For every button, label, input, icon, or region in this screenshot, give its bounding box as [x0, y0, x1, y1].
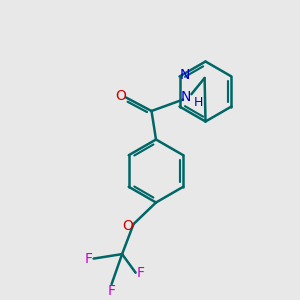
- Text: F: F: [137, 266, 145, 280]
- Text: O: O: [115, 89, 126, 103]
- Text: N: N: [180, 68, 190, 82]
- Text: O: O: [123, 219, 134, 232]
- Text: N: N: [180, 90, 190, 104]
- Text: H: H: [194, 95, 203, 109]
- Text: F: F: [108, 284, 116, 298]
- Text: F: F: [84, 252, 92, 266]
